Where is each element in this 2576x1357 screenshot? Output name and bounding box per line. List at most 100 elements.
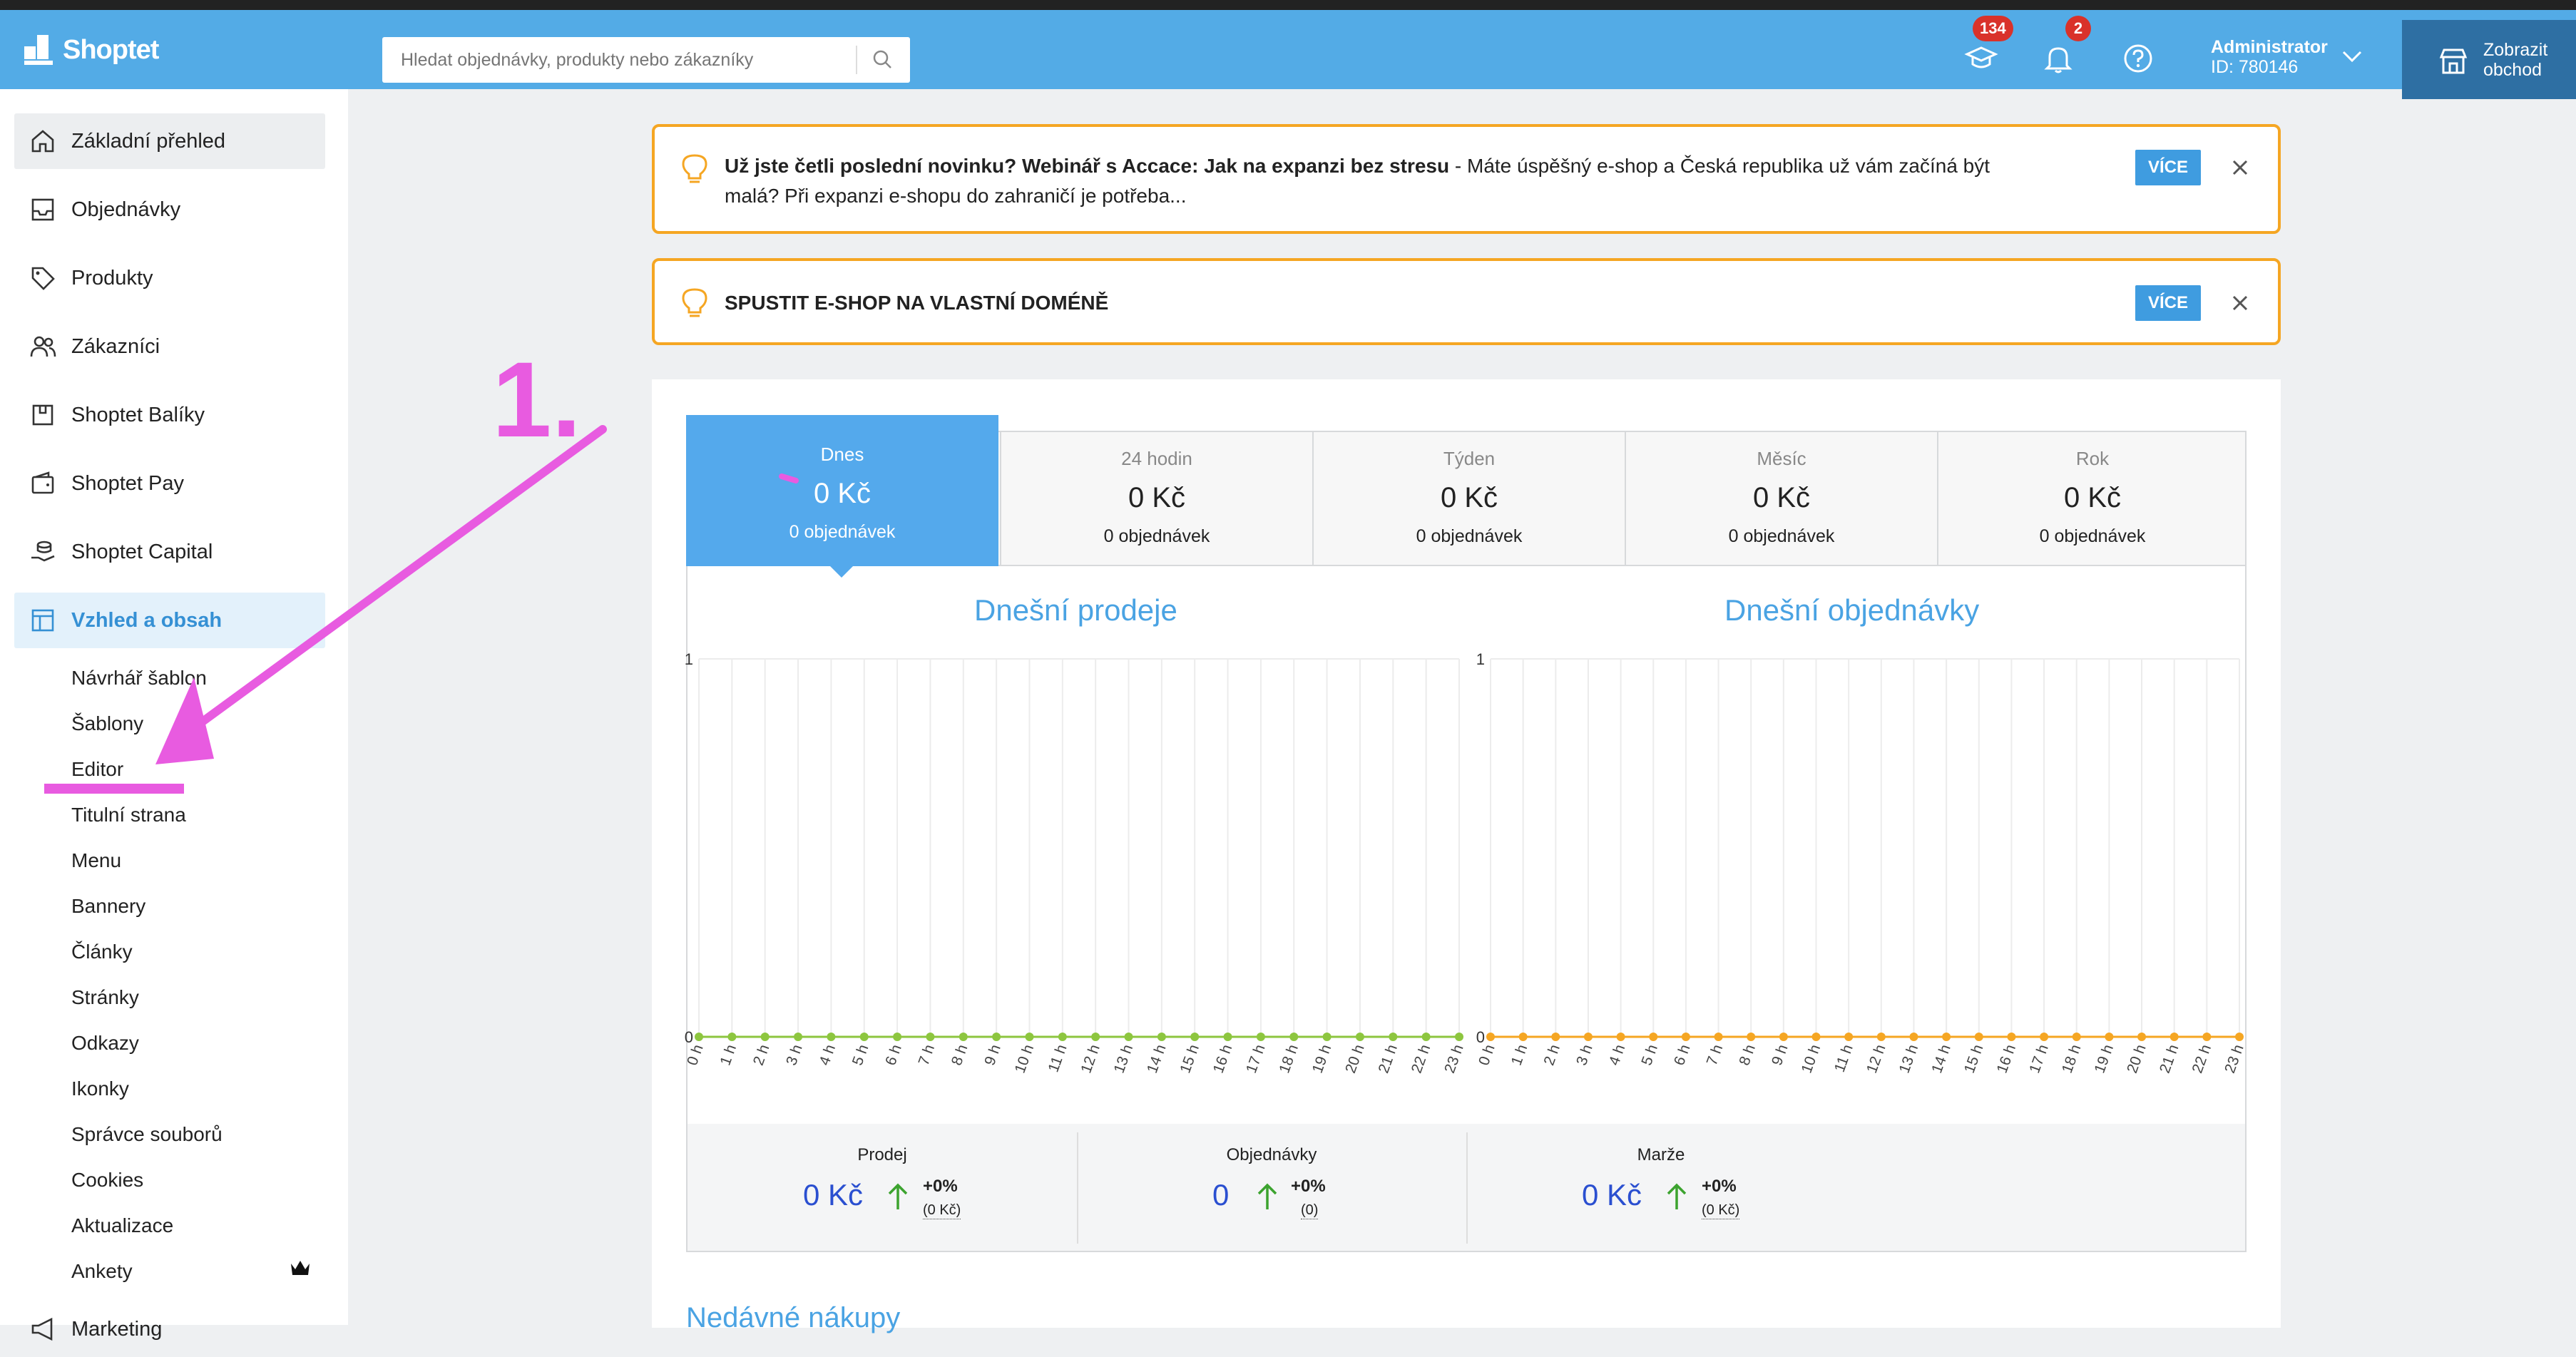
sidebar: Základní přehled Objednávky Produkty Zák…	[0, 89, 348, 1341]
data-point[interactable]	[760, 1033, 770, 1041]
data-point[interactable]	[1289, 1033, 1299, 1041]
data-point[interactable]	[2072, 1033, 2081, 1041]
data-point[interactable]	[1518, 1033, 1528, 1041]
data-point[interactable]	[992, 1033, 1001, 1041]
subitem-polls[interactable]: Ankety	[71, 1260, 133, 1282]
data-point[interactable]	[2007, 1033, 2016, 1041]
data-point[interactable]	[1649, 1033, 1658, 1041]
data-point[interactable]	[1747, 1033, 1756, 1041]
sidebar-item-customers[interactable]: Zákazníci	[14, 319, 325, 374]
sidebar-item-appearance[interactable]: Vzhled a obsah	[14, 593, 325, 648]
data-point[interactable]	[893, 1033, 902, 1041]
search-box[interactable]	[382, 37, 910, 83]
data-point[interactable]	[2040, 1033, 2049, 1041]
data-point[interactable]	[2235, 1033, 2244, 1041]
tab-month[interactable]: Měsíc 0 Kč 0 objednávek	[1625, 432, 1937, 565]
sidebar-item-shoptet-capital[interactable]: Shoptet Capital	[14, 524, 325, 580]
data-point[interactable]	[1876, 1033, 1886, 1041]
subitem-pages[interactable]: Stránky	[71, 986, 139, 1008]
data-point[interactable]	[1058, 1033, 1067, 1041]
data-point[interactable]	[2105, 1033, 2114, 1041]
data-point[interactable]	[1811, 1033, 1821, 1041]
sidebar-item-shoptet-packages[interactable]: Shoptet Balíky	[14, 387, 325, 443]
bell-icon[interactable]	[2041, 41, 2075, 76]
subitem-templates[interactable]: Šablony	[71, 712, 144, 734]
data-point[interactable]	[1157, 1033, 1166, 1041]
notice-webinar-title[interactable]: Už jste četli poslední novinku? Webinář …	[725, 155, 1450, 177]
more-button[interactable]: VÍCE	[2135, 150, 2201, 185]
shoptet-logo[interactable]: Shoptet	[24, 34, 159, 66]
data-point[interactable]	[1256, 1033, 1265, 1041]
data-point[interactable]	[1355, 1033, 1364, 1041]
data-point[interactable]	[1124, 1033, 1133, 1041]
data-point[interactable]	[827, 1033, 836, 1041]
data-point[interactable]	[1909, 1033, 1918, 1041]
sidebar-item-marketing[interactable]: Marketing	[14, 1301, 325, 1357]
tab-24h[interactable]: 24 hodin 0 Kč 0 objednávek	[1000, 432, 1312, 565]
data-point[interactable]	[959, 1033, 968, 1041]
tab-week[interactable]: Týden 0 Kč 0 objednávek	[1312, 432, 1625, 565]
data-point[interactable]	[1551, 1033, 1560, 1041]
data-point[interactable]	[1223, 1033, 1232, 1041]
sidebar-item-overview[interactable]: Základní přehled	[14, 113, 325, 169]
data-point[interactable]	[926, 1033, 935, 1041]
x-tick-label: 2 h	[750, 1043, 773, 1067]
subitem-editor[interactable]: Editor	[71, 758, 124, 780]
data-point[interactable]	[1583, 1033, 1593, 1041]
data-point[interactable]	[1025, 1033, 1034, 1041]
more-button[interactable]: VÍCE	[2135, 285, 2201, 321]
tab-today[interactable]: Dnes 0 Kč 0 objednávek	[686, 415, 998, 566]
education-cap-icon[interactable]	[1964, 41, 1998, 76]
summary-orders: Objednávky 0 +0% (0)	[1077, 1124, 1466, 1252]
subitem-cookies[interactable]: Cookies	[71, 1169, 144, 1191]
data-point[interactable]	[794, 1033, 803, 1041]
x-tick-label: 18 h	[1276, 1043, 1302, 1075]
data-point[interactable]	[1779, 1033, 1788, 1041]
subitem-title-page[interactable]: Titulní strana	[71, 804, 186, 826]
data-point[interactable]	[1455, 1033, 1463, 1041]
close-icon[interactable]	[2228, 155, 2252, 180]
data-point[interactable]	[1486, 1033, 1495, 1041]
search-icon[interactable]	[870, 47, 896, 73]
chevron-down-icon[interactable]	[2341, 48, 2363, 64]
data-point[interactable]	[1091, 1033, 1100, 1041]
data-point[interactable]	[1974, 1033, 1983, 1041]
data-point[interactable]	[1421, 1033, 1431, 1041]
sidebar-item-orders[interactable]: Objednávky	[14, 182, 325, 237]
data-point[interactable]	[1616, 1033, 1625, 1041]
data-point[interactable]	[2169, 1033, 2179, 1041]
data-point[interactable]	[859, 1033, 869, 1041]
data-point[interactable]	[2137, 1033, 2147, 1041]
data-point[interactable]	[1190, 1033, 1200, 1041]
tab-amount: 0 Kč	[1440, 482, 1498, 513]
subitem-icons[interactable]: Ikonky	[71, 1077, 129, 1100]
sidebar-item-products[interactable]: Produkty	[14, 250, 325, 306]
x-tick-label: 0 h	[1476, 1043, 1498, 1067]
subitem-banners[interactable]: Bannery	[71, 895, 146, 917]
subitem-updates[interactable]: Aktualizace	[71, 1214, 174, 1236]
data-point[interactable]	[1322, 1033, 1332, 1041]
data-point[interactable]	[1389, 1033, 1398, 1041]
data-point[interactable]	[727, 1033, 737, 1041]
summary-previous: (0 Kč)	[1702, 1202, 1740, 1219]
data-point[interactable]	[1714, 1033, 1723, 1041]
help-icon[interactable]	[2121, 41, 2155, 76]
data-point[interactable]	[2202, 1033, 2212, 1041]
close-icon[interactable]	[2228, 291, 2252, 315]
data-point[interactable]	[695, 1033, 703, 1041]
data-point[interactable]	[1844, 1033, 1854, 1041]
subitem-links[interactable]: Odkazy	[71, 1032, 139, 1054]
sidebar-item-shoptet-pay[interactable]: Shoptet Pay	[14, 456, 325, 511]
view-shop-button[interactable]: Zobrazit obchod	[2402, 20, 2576, 99]
notice-domain-title[interactable]: SPUSTIT E-SHOP NA VLASTNÍ DOMÉNĚ	[725, 292, 1109, 314]
data-point[interactable]	[1681, 1033, 1690, 1041]
subitem-file-manager[interactable]: Správce souborů	[71, 1123, 223, 1145]
charts-area	[686, 566, 2247, 1124]
subitem-template-designer[interactable]: Návrhář šablon	[71, 667, 207, 689]
tab-year[interactable]: Rok 0 Kč 0 objednávek	[1937, 432, 2247, 565]
search-input[interactable]	[399, 37, 856, 83]
admin-menu[interactable]: Administrator ID: 780146	[2211, 37, 2328, 77]
subitem-articles[interactable]: Články	[71, 941, 133, 963]
data-point[interactable]	[1942, 1033, 1951, 1041]
subitem-menu[interactable]: Menu	[71, 849, 122, 871]
